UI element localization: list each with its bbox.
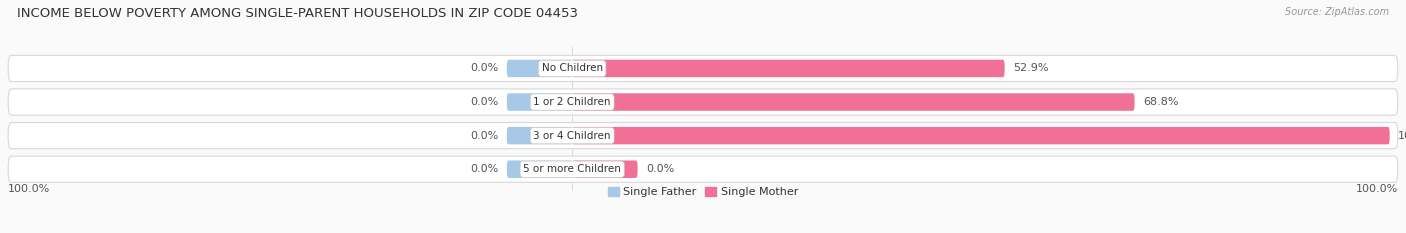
Text: INCOME BELOW POVERTY AMONG SINGLE-PARENT HOUSEHOLDS IN ZIP CODE 04453: INCOME BELOW POVERTY AMONG SINGLE-PARENT…: [17, 7, 578, 20]
Text: 5 or more Children: 5 or more Children: [523, 164, 621, 174]
Text: 100.0%: 100.0%: [8, 184, 51, 194]
Text: 0.0%: 0.0%: [471, 164, 499, 174]
Text: No Children: No Children: [541, 63, 603, 73]
FancyBboxPatch shape: [8, 55, 1398, 82]
Text: 0.0%: 0.0%: [471, 131, 499, 141]
Text: Source: ZipAtlas.com: Source: ZipAtlas.com: [1285, 7, 1389, 17]
Text: 0.0%: 0.0%: [645, 164, 673, 174]
Text: 1 or 2 Children: 1 or 2 Children: [533, 97, 612, 107]
FancyBboxPatch shape: [506, 161, 572, 178]
FancyBboxPatch shape: [8, 123, 1398, 149]
Text: 0.0%: 0.0%: [471, 63, 499, 73]
Text: 100.0%: 100.0%: [1355, 184, 1398, 194]
Text: 3 or 4 Children: 3 or 4 Children: [533, 131, 612, 141]
Text: 0.0%: 0.0%: [471, 97, 499, 107]
FancyBboxPatch shape: [572, 93, 1135, 111]
FancyBboxPatch shape: [8, 89, 1398, 115]
FancyBboxPatch shape: [506, 127, 572, 144]
FancyBboxPatch shape: [506, 60, 572, 77]
FancyBboxPatch shape: [506, 93, 572, 111]
Legend: Single Father, Single Mother: Single Father, Single Mother: [607, 187, 799, 197]
FancyBboxPatch shape: [572, 161, 637, 178]
Text: 52.9%: 52.9%: [1012, 63, 1049, 73]
Text: 68.8%: 68.8%: [1143, 97, 1178, 107]
FancyBboxPatch shape: [8, 156, 1398, 182]
FancyBboxPatch shape: [572, 127, 1389, 144]
FancyBboxPatch shape: [572, 60, 1005, 77]
Text: 100.0%: 100.0%: [1398, 131, 1406, 141]
